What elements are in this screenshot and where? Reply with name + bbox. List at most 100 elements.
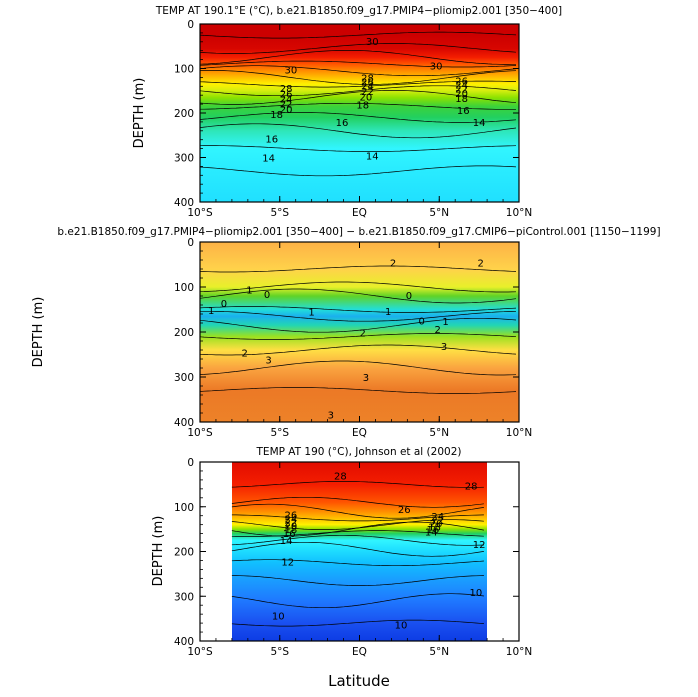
- y-tick-label: 200: [174, 108, 194, 120]
- contour-label: 16: [283, 529, 296, 540]
- contour-line: [231, 593, 484, 609]
- y-tick-label: 200: [174, 547, 194, 559]
- contour-label: 18: [285, 525, 298, 536]
- contour-line: [231, 496, 484, 508]
- contour-label: 20: [285, 521, 298, 532]
- contour-label: 28: [465, 482, 478, 493]
- contour-label: 10: [470, 588, 483, 599]
- y-tick-label: 0: [187, 457, 194, 469]
- y-axis-label: DEPTH (m): [31, 297, 46, 368]
- contour-label: 2: [435, 325, 441, 336]
- contour-lines: [200, 265, 517, 394]
- contour-label: 1: [208, 306, 214, 317]
- x-tick-label: 10°S: [187, 207, 213, 219]
- y-tick-label: 300: [174, 372, 194, 384]
- contour-label: 24: [431, 512, 444, 523]
- contour-label: 14: [425, 528, 438, 539]
- contour-line: [200, 123, 517, 139]
- contour-label: 3: [328, 410, 334, 421]
- y-tick-label: 0: [187, 237, 194, 249]
- contour-label: 10: [272, 611, 285, 622]
- y-tick-label: 200: [174, 327, 194, 339]
- contour-line: [200, 31, 517, 39]
- x-tick-label: 10°S: [187, 646, 213, 658]
- contour-label: 30: [430, 62, 443, 73]
- contour-line: [200, 165, 517, 177]
- contour-label: 12: [281, 558, 294, 569]
- contour-label: 14: [473, 118, 486, 129]
- contour-line: [200, 112, 517, 123]
- contour-line: [200, 50, 516, 65]
- contour-label: 24: [455, 80, 468, 91]
- contour-label: 30: [285, 65, 298, 76]
- y-tick-label: 300: [174, 153, 194, 165]
- contour-label: 24: [361, 81, 374, 92]
- contour-label: 26: [280, 89, 293, 100]
- contour-label: 30: [366, 37, 379, 48]
- contour-label: 0: [419, 317, 425, 328]
- temperature-field: [232, 462, 487, 641]
- contour-label: 28: [334, 471, 347, 482]
- contour-label: 26: [455, 76, 468, 87]
- contour-label: 16: [336, 118, 349, 129]
- contour-label: 18: [455, 94, 468, 105]
- x-axis: 10°S 5°S EQ 5°N 10°N: [187, 242, 532, 439]
- contour-label: 0: [264, 290, 270, 301]
- x-axis: 10°S 5°S EQ 5°N 10°N: [187, 462, 532, 658]
- contour-label: 20: [360, 92, 373, 103]
- x-tick-label: 5°N: [429, 646, 449, 658]
- contour-line: [200, 80, 517, 88]
- contour-line: [231, 481, 484, 488]
- x-tick-label: 10°N: [506, 207, 532, 219]
- contour-line: [200, 288, 517, 304]
- y-tick-label: 400: [174, 197, 194, 209]
- contour-line: [231, 534, 484, 546]
- contour-label: 1: [385, 307, 391, 318]
- contour-line: [200, 90, 517, 105]
- contour-label: 0: [406, 291, 412, 302]
- contour-label: 1: [308, 308, 314, 319]
- contour-label: 12: [473, 540, 486, 551]
- contour-label: 26: [398, 505, 411, 516]
- contour-label: 24: [280, 95, 293, 106]
- contour-label: 20: [430, 519, 443, 530]
- contour-label: 16: [457, 106, 470, 117]
- x-tick-label: EQ: [352, 427, 367, 439]
- contour-label: 22: [455, 84, 468, 95]
- y-tick-label: 400: [174, 417, 194, 429]
- contour-label: 18: [270, 110, 283, 121]
- y-tick-label: 400: [174, 636, 194, 648]
- contour-label: 18: [428, 522, 441, 533]
- contour-label: 22: [431, 516, 444, 527]
- contour-labels: 3030302826242220181614282624222018161426…: [262, 37, 485, 165]
- contour-line: [200, 310, 517, 322]
- contour-label: 18: [356, 100, 369, 111]
- panel-title: b.e21.B1850.f09_g17.PMIP4−pliomip2.001 […: [57, 226, 660, 238]
- y-tick-label: 300: [174, 591, 194, 603]
- x-axis-label: Latitude: [328, 672, 390, 690]
- contour-line: [200, 145, 517, 152]
- contour-lines: [231, 481, 484, 627]
- x-tick-label: 5°S: [270, 207, 289, 219]
- x-tick-label: 10°N: [506, 646, 532, 658]
- x-tick-label: 10°S: [187, 427, 213, 439]
- contour-label: 0: [221, 299, 227, 310]
- x-tick-label: EQ: [352, 646, 367, 658]
- contour-label: 3: [265, 355, 271, 366]
- contour-label: 22: [280, 100, 293, 111]
- contour-line: [200, 60, 517, 68]
- contour-line: [231, 514, 484, 522]
- contour-line: [200, 43, 517, 54]
- contour-label: 24: [285, 514, 298, 525]
- contour-line: [200, 333, 517, 340]
- contour-label: 14: [280, 536, 293, 547]
- contour-line: [231, 541, 484, 557]
- contour-line: [231, 559, 484, 567]
- contour-label: 26: [361, 77, 374, 88]
- contour-label: 1: [246, 286, 252, 297]
- x-tick-label: 5°N: [429, 427, 449, 439]
- contour-line: [200, 65, 517, 77]
